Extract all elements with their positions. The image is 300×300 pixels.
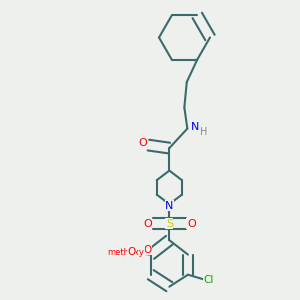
Text: Cl: Cl (204, 275, 214, 285)
Text: O: O (127, 248, 135, 257)
Text: N: N (191, 122, 199, 132)
Text: S: S (166, 219, 173, 229)
Text: O: O (144, 245, 152, 255)
Text: H: H (200, 127, 208, 137)
Text: O: O (187, 219, 196, 229)
Text: methoxy: methoxy (107, 248, 144, 257)
Text: O: O (143, 219, 152, 229)
Text: O: O (139, 138, 147, 148)
Text: N: N (165, 201, 173, 211)
